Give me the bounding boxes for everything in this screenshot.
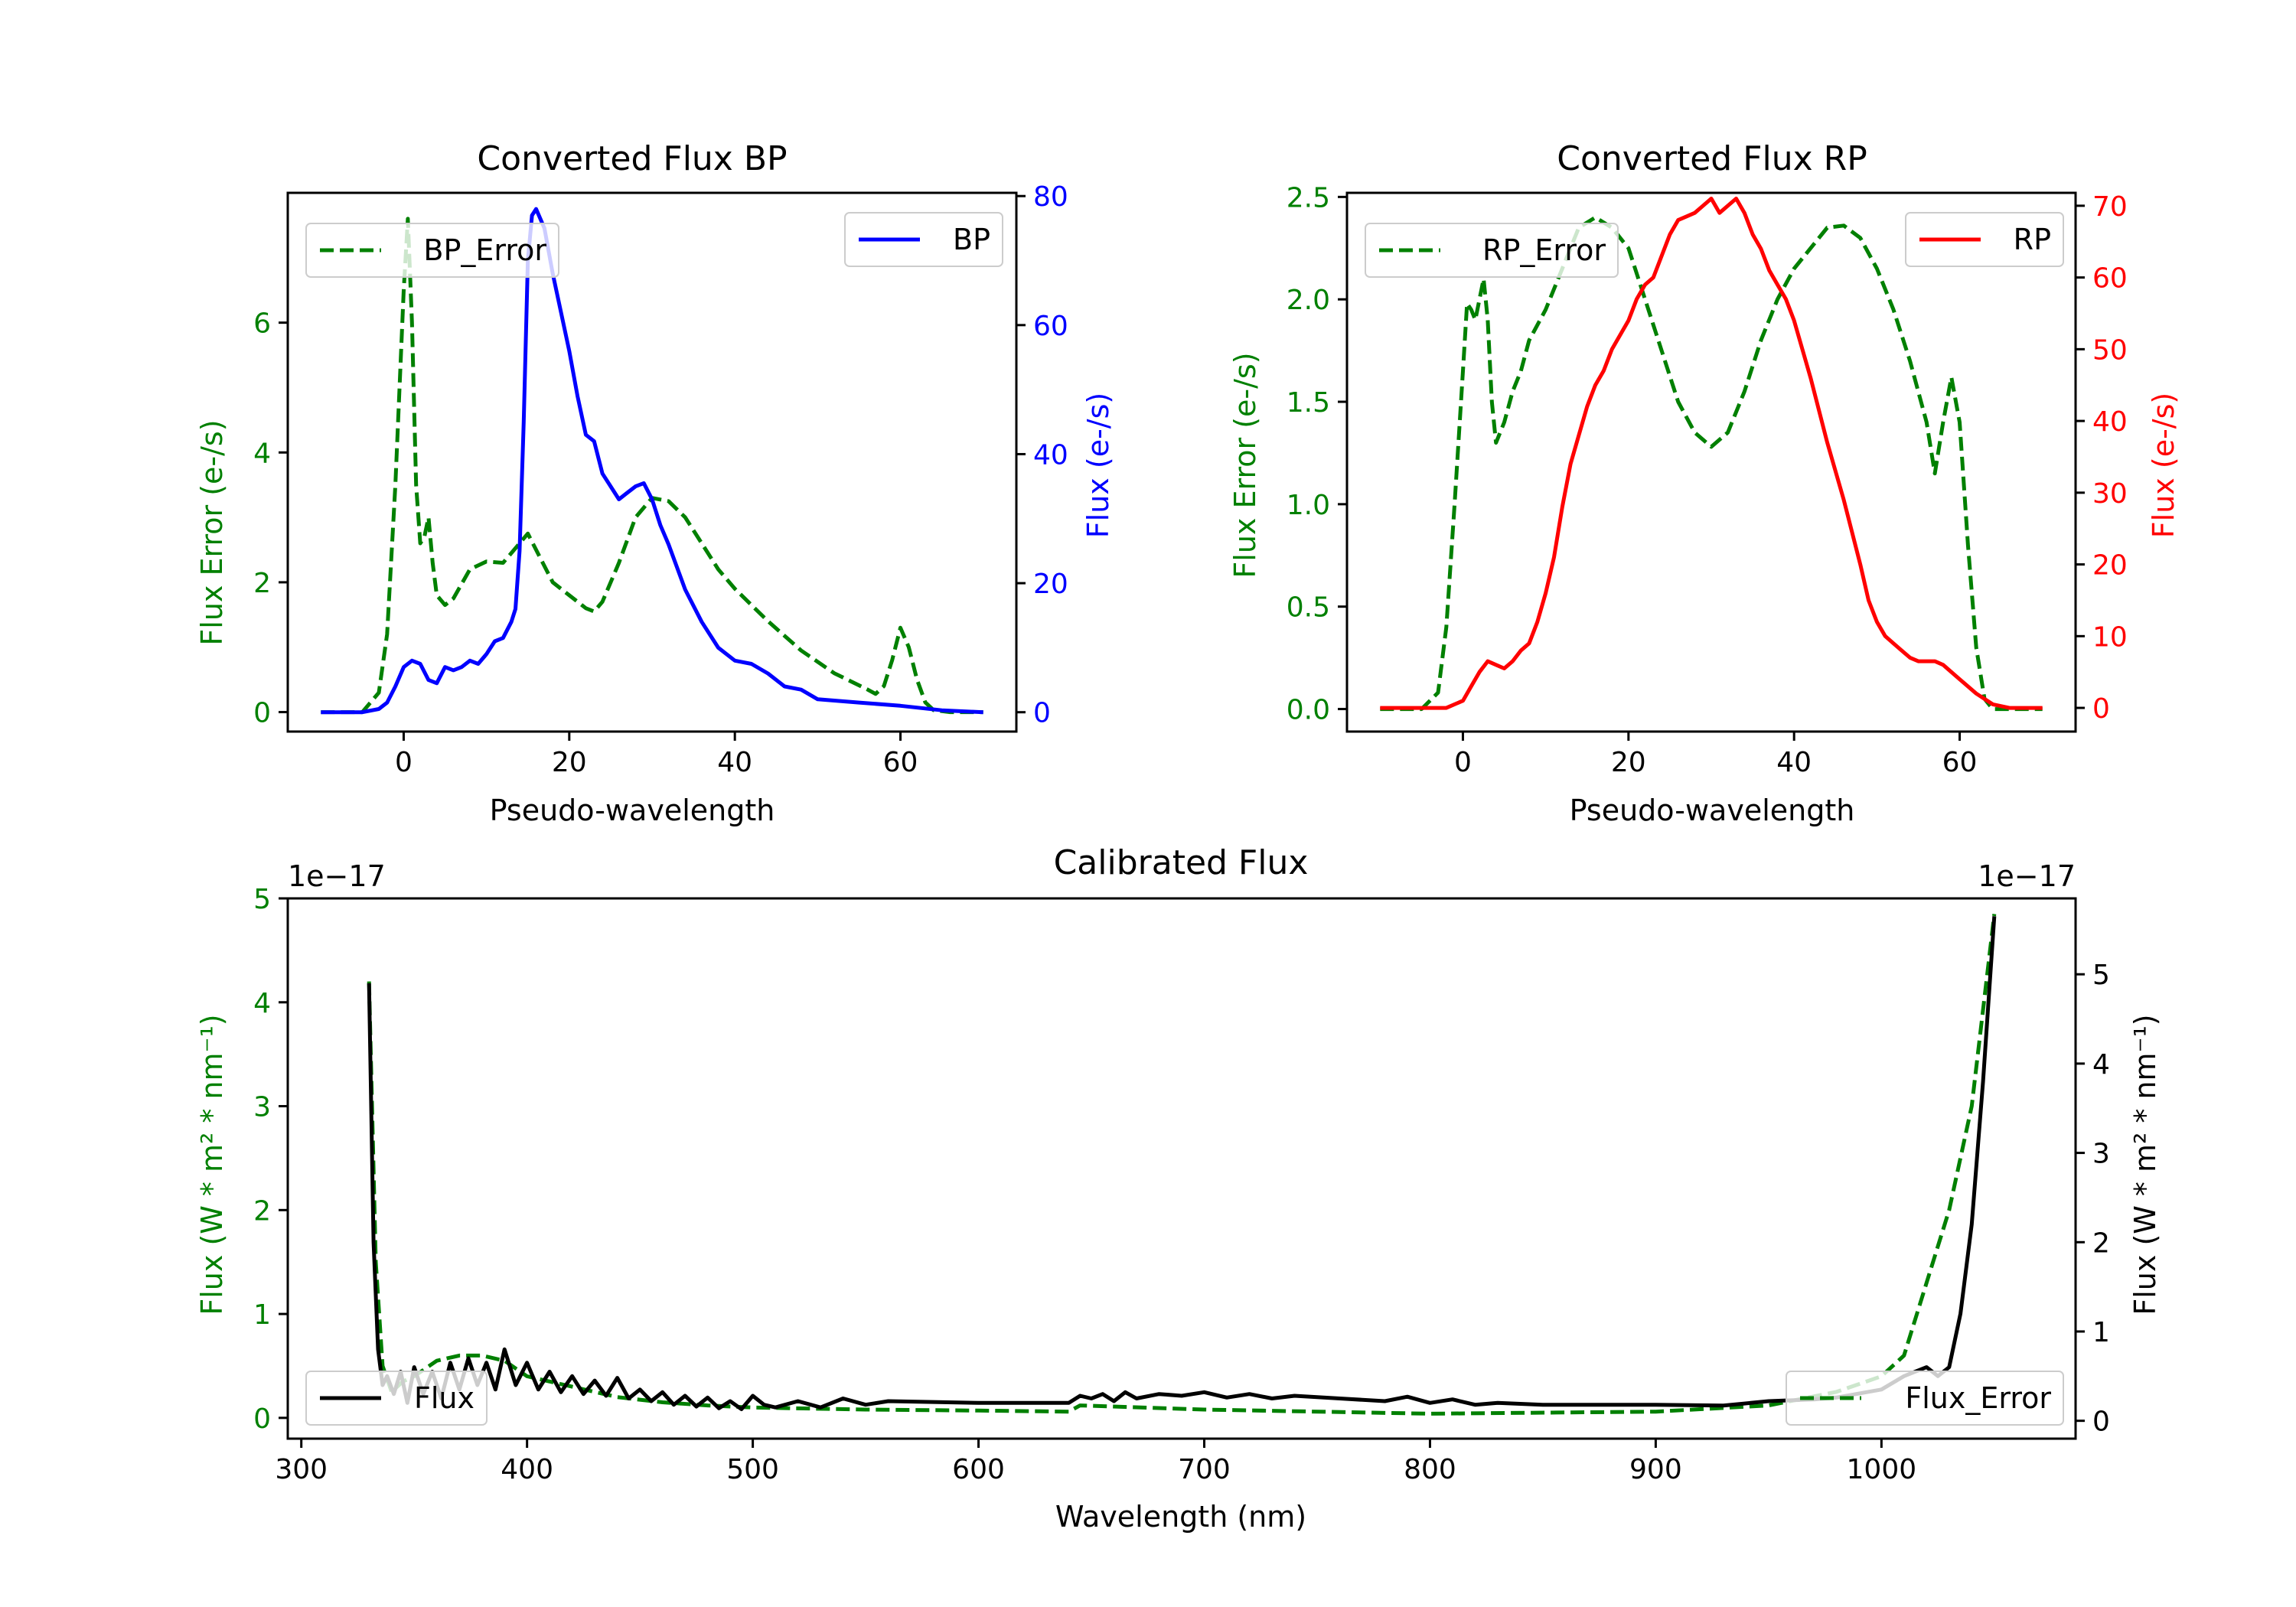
rp-title: Converted Flux RP [1557,139,1867,178]
bp-legend-right-label: BP [953,223,990,256]
bp-axes-frame [286,191,1018,733]
bp-xtick-label: 60 [883,747,918,778]
rp-ytick-right-label: 10 [2092,621,2128,653]
bp-ytick-right-label: 60 [1033,311,1068,342]
cal-ytick-left-label: 2 [253,1195,271,1227]
bp-series-bp [321,207,983,715]
cal-xtick-label: 700 [1178,1454,1231,1485]
calibrated-chart: Calibrated Flux Wavelength (nm) Flux (W … [195,843,2162,1534]
rp-legend-right-label: RP [2014,223,2051,256]
rp-series-rp [1380,197,2043,710]
rp-ytick-right-label: 70 [2092,191,2128,223]
cal-ylabel-left: Flux (W * m² * nm⁻¹) [195,1014,229,1315]
rp-ytick-right-label: 40 [2092,406,2128,438]
cal-ytick-left-label: 4 [253,988,271,1019]
bp-xlabel: Pseudo-wavelength [490,794,775,827]
bp-xtick-label: 40 [717,747,752,778]
cal-ytick-left-label: 5 [253,884,271,915]
bp-ytick-right-label: 0 [1033,698,1051,729]
cal-ytick-right-label: 4 [2092,1049,2110,1081]
rp-ytick-left-label: 2.5 [1287,182,1330,214]
cal-offset-right: 1e−17 [1978,859,2076,893]
cal-xtick-label: 500 [726,1454,779,1485]
rp-ytick-right-label: 30 [2092,478,2128,510]
rp-ytick-right-label: 0 [2092,693,2110,725]
bp-legend-left [305,223,559,278]
bp-ytick-right-label: 40 [1033,439,1068,471]
bp-ylabel-left: Flux Error (e-/s) [195,419,229,645]
rp-xtick-label: 0 [1454,747,1472,778]
rp-ytick-left-label: 2.0 [1287,285,1330,316]
rp-ytick-left-label: 1.0 [1287,490,1330,521]
cal-ytick-right-label: 1 [2092,1317,2110,1348]
bp-ytick-left-label: 2 [253,568,271,599]
rp-ytick-right-label: 60 [2092,263,2128,295]
cal-legend-right [1786,1371,2064,1426]
cal-ytick-right-label: 2 [2092,1227,2110,1259]
bp-title: Converted Flux BP [477,139,787,178]
bp-ytick-left-label: 6 [253,308,271,340]
rp-chart: Converted Flux RP Pseudo-wavelength Flux… [1228,139,2180,827]
cal-xtick-label: 800 [1404,1454,1456,1485]
cal-ytick-right-label: 0 [2092,1407,2110,1438]
cal-ytick-right-label: 3 [2092,1139,2110,1170]
bp-chart: Converted Flux BP Pseudo-wavelength Flux… [195,139,1115,827]
cal-ytick-left-label: 3 [253,1092,271,1123]
cal-series-flux [367,916,1997,1411]
cal-ytick-left-label: 1 [253,1299,271,1331]
cal-xtick-label: 400 [501,1454,553,1485]
bp-legend-left-label: BP_Error [423,233,546,267]
bp-legend-right [844,212,1003,267]
cal-xtick-label: 900 [1629,1454,1682,1485]
rp-xtick-label: 20 [1611,747,1646,778]
rp-xtick-label: 60 [1942,747,1978,778]
rp-legend-right [1905,212,2064,267]
cal-ytick-left-label: 0 [253,1403,271,1435]
cal-xtick-label: 600 [952,1454,1005,1485]
bp-ytick-left-label: 4 [253,438,271,469]
bp-series-bp-error [321,217,983,715]
cal-ytick-right-label: 5 [2092,960,2110,991]
bp-xtick-label: 0 [395,747,413,778]
rp-ylabel-right: Flux (e-/s) [2147,393,2180,538]
rp-xlabel: Pseudo-wavelength [1570,794,1855,827]
rp-ytick-left-label: 0.0 [1287,695,1330,726]
cal-legend-left-label: Flux [414,1381,475,1415]
rp-series-rp-error [1380,215,2043,712]
cal-axes-frame [286,897,2077,1440]
cal-xtick-label: 1000 [1847,1454,1917,1485]
rp-ytick-left-label: 0.5 [1287,592,1330,624]
rp-legend-left [1365,223,1619,278]
rp-legend-left-label: RP_Error [1482,233,1606,267]
rp-xtick-label: 40 [1776,747,1812,778]
bp-ytick-left-label: 0 [253,698,271,729]
cal-ylabel-right: Flux (W * m² * nm⁻¹) [2128,1014,2162,1315]
rp-ytick-right-label: 20 [2092,550,2128,582]
cal-title: Calibrated Flux [1054,843,1309,882]
rp-ytick-right-label: 50 [2092,334,2128,366]
bp-ytick-right-label: 20 [1033,569,1068,600]
cal-legend-right-label: Flux_Error [1905,1381,2051,1415]
rp-ylabel-left: Flux Error (e-/s) [1228,352,1262,578]
bp-ylabel-right: Flux (e-/s) [1081,393,1115,538]
bp-ytick-right-label: 80 [1033,181,1068,213]
cal-offset-left: 1e−17 [288,859,386,893]
bp-xtick-label: 20 [552,747,587,778]
rp-axes-frame [1345,191,2077,733]
cal-legend-left [305,1371,488,1426]
cal-xtick-label: 300 [275,1454,328,1485]
cal-xlabel: Wavelength (nm) [1055,1500,1306,1534]
rp-ytick-left-label: 1.5 [1287,387,1330,419]
